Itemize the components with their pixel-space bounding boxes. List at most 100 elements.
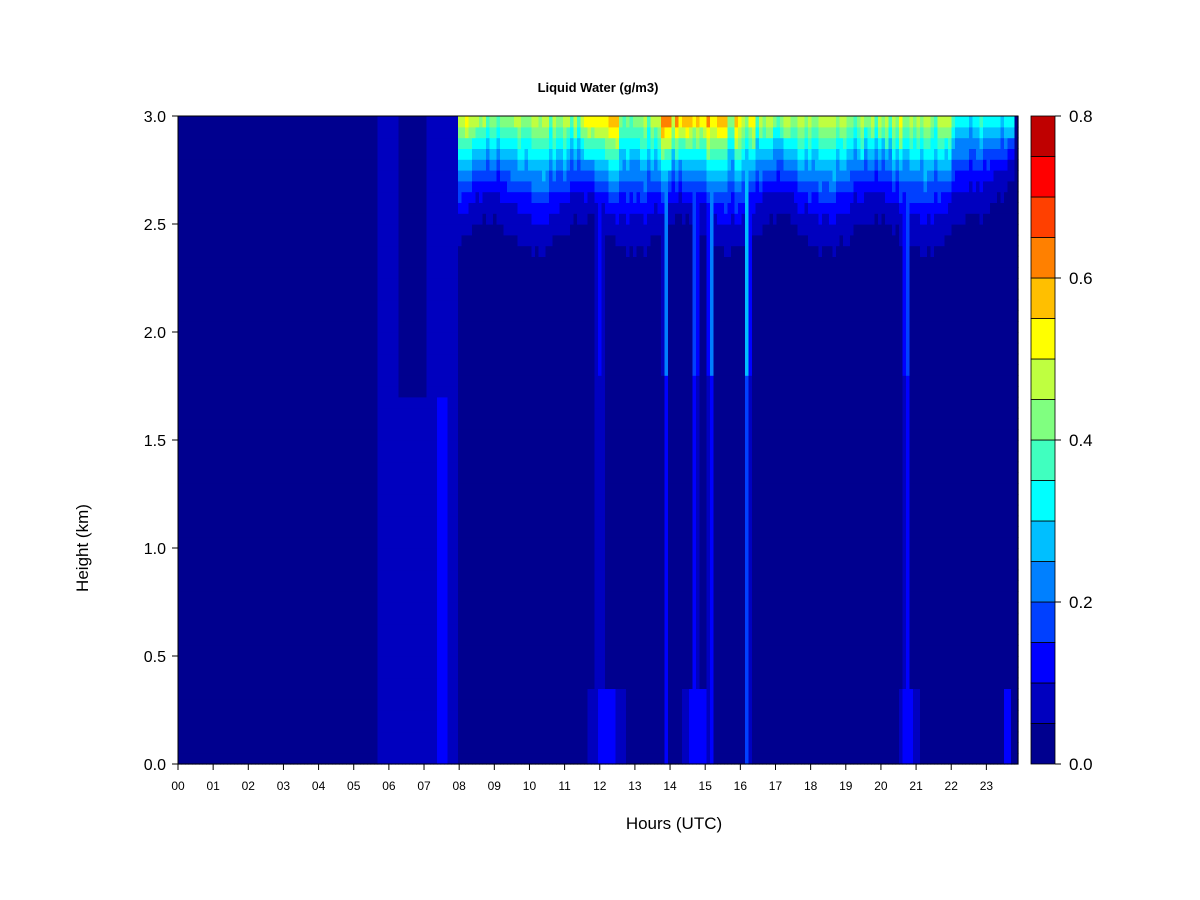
heatmap-cell	[209, 677, 214, 689]
heatmap-cell	[237, 137, 242, 149]
heatmap-cell	[419, 731, 424, 743]
heatmap-cell	[426, 202, 431, 214]
heatmap-cell	[244, 666, 249, 679]
heatmap-cell	[356, 137, 361, 149]
heatmap-cell	[370, 126, 375, 139]
heatmap-cell	[468, 753, 473, 765]
heatmap-cell	[370, 494, 375, 506]
heatmap-cell	[437, 278, 442, 290]
heatmap-cell	[199, 461, 204, 473]
heatmap-cell	[430, 364, 435, 376]
heatmap-cell	[293, 548, 298, 560]
heatmap-cell	[192, 159, 197, 171]
heatmap-cell	[419, 116, 424, 128]
heatmap-cell	[230, 299, 235, 311]
heatmap-cell	[269, 234, 274, 247]
heatmap-cell	[405, 353, 410, 365]
heatmap-cell	[461, 418, 466, 430]
heatmap-cell	[195, 548, 200, 560]
heatmap-cell	[391, 483, 396, 495]
heatmap-cell	[342, 234, 347, 247]
heatmap-cell	[311, 580, 316, 592]
heatmap-cell	[444, 245, 449, 257]
heatmap-cell	[220, 591, 225, 603]
heatmap-cell	[304, 494, 309, 506]
heatmap-cell	[300, 461, 305, 473]
heatmap-cell	[339, 623, 344, 635]
heatmap-cell	[465, 753, 470, 765]
heatmap-cell	[381, 170, 386, 182]
heatmap-cell	[304, 116, 309, 128]
heatmap-cell	[447, 472, 452, 484]
heatmap-cell	[213, 548, 218, 560]
heatmap-cell	[213, 191, 218, 203]
heatmap-cell	[426, 483, 431, 495]
heatmap-cell	[444, 224, 449, 236]
heatmap-cell	[395, 288, 400, 301]
heatmap-cell	[360, 148, 365, 160]
heatmap-cell	[216, 461, 221, 473]
heatmap-cell	[311, 753, 316, 765]
heatmap-cell	[353, 591, 358, 603]
heatmap-cell	[262, 148, 267, 160]
heatmap-cell	[209, 494, 214, 506]
heatmap-cell	[374, 126, 379, 139]
heatmap-cell	[185, 537, 190, 549]
heatmap-cell	[311, 666, 316, 679]
heatmap-cell	[374, 148, 379, 160]
heatmap-cell	[255, 224, 260, 236]
heatmap-cell	[321, 375, 326, 387]
heatmap-cell	[234, 656, 239, 668]
heatmap-cell	[398, 731, 403, 743]
heatmap-cell	[416, 170, 421, 182]
heatmap-cell	[178, 213, 183, 225]
heatmap-cell	[241, 137, 246, 149]
heatmap-cell	[202, 710, 207, 722]
heatmap-cell	[377, 666, 382, 679]
heatmap-cell	[237, 666, 242, 679]
heatmap-cell	[451, 256, 456, 268]
heatmap-cell	[356, 450, 361, 463]
heatmap-cell	[339, 224, 344, 236]
heatmap-cell	[237, 440, 242, 452]
heatmap-cell	[230, 288, 235, 301]
heatmap-cell	[381, 137, 386, 149]
heatmap-cell	[395, 213, 400, 225]
heatmap-cell	[311, 612, 316, 625]
heatmap-cell	[451, 364, 456, 376]
heatmap-cell	[465, 666, 470, 679]
heatmap-cell	[269, 310, 274, 322]
heatmap-cell	[318, 731, 323, 743]
heatmap-cell	[342, 742, 347, 754]
heatmap-cell	[444, 332, 449, 344]
heatmap-cell	[293, 245, 298, 257]
heatmap-cell	[447, 602, 452, 614]
heatmap-cell	[367, 180, 372, 193]
heatmap-cell	[440, 126, 445, 139]
heatmap-cell	[398, 645, 403, 657]
heatmap-cell	[258, 364, 263, 376]
heatmap-cell	[335, 450, 340, 463]
heatmap-cell	[447, 461, 452, 473]
heatmap-cell	[185, 407, 190, 419]
heatmap-cell	[262, 472, 267, 484]
heatmap-cell	[360, 440, 365, 452]
heatmap-cell	[430, 288, 435, 301]
heatmap-cell	[419, 299, 424, 311]
heatmap-cell	[188, 753, 193, 765]
heatmap-cell	[388, 677, 393, 689]
heatmap-cell	[199, 407, 204, 419]
heatmap-cell	[293, 483, 298, 495]
heatmap-cell	[276, 386, 281, 398]
heatmap-cell	[202, 159, 207, 171]
heatmap-cell	[206, 645, 211, 657]
heatmap-cell	[255, 483, 260, 495]
heatmap-cell	[192, 526, 197, 538]
heatmap-cell	[255, 634, 260, 646]
heatmap-cell	[430, 299, 435, 311]
heatmap-cell	[262, 288, 267, 301]
heatmap-cell	[307, 180, 312, 193]
heatmap-cell	[181, 440, 186, 452]
heatmap-cell	[293, 256, 298, 268]
heatmap-cell	[409, 213, 414, 225]
